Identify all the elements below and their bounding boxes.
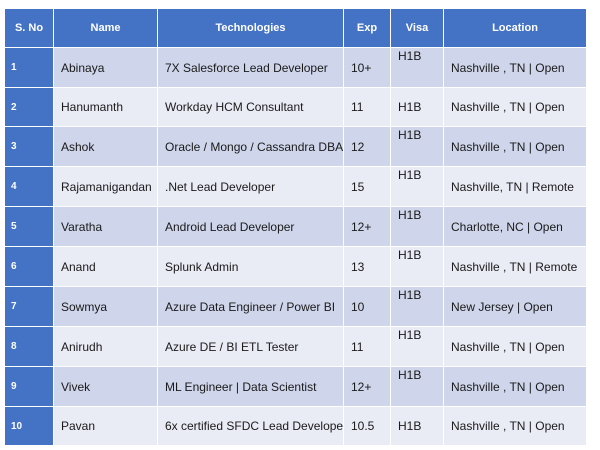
- cell-technologies: Android Lead Developer: [157, 206, 344, 247]
- cell-location: Nashville , TN | Open: [443, 326, 587, 367]
- candidates-table: S. No Name Technologies Exp Visa Locatio…: [4, 8, 587, 446]
- table-row: 5 Varatha Android Lead Developer 12+ H1B…: [4, 206, 587, 247]
- cell-location: Nashville , TN | Remote: [443, 246, 587, 287]
- header-technologies: Technologies: [157, 8, 344, 48]
- cell-sno: 5: [4, 206, 54, 247]
- cell-location: Nashville , TN | Open: [443, 126, 587, 167]
- cell-technologies: Oracle / Mongo / Cassandra DBA: [157, 126, 344, 167]
- cell-exp: 13: [343, 246, 391, 287]
- table-row: 9 Vivek ML Engineer | Data Scientist 12+…: [4, 366, 587, 407]
- table-row: 7 Sowmya Azure Data Engineer / Power BI …: [4, 286, 587, 327]
- cell-name: Hanumanth: [53, 87, 158, 127]
- header-name: Name: [53, 8, 158, 48]
- cell-technologies: Azure DE / BI ETL Tester: [157, 326, 344, 367]
- cell-sno: 6: [4, 246, 54, 287]
- cell-name: Rajamanigandan: [53, 166, 158, 207]
- cell-technologies: ML Engineer | Data Scientist: [157, 366, 344, 407]
- cell-location: Nashville , TN | Open: [443, 47, 587, 88]
- header-visa: Visa: [390, 8, 444, 48]
- cell-technologies: Splunk Admin: [157, 246, 344, 287]
- candidates-table-wrapper: S. No Name Technologies Exp Visa Locatio…: [4, 8, 587, 446]
- cell-exp: 11: [343, 87, 391, 127]
- cell-name: Pavan: [53, 406, 158, 446]
- cell-exp: 12: [343, 126, 391, 167]
- cell-name: Anirudh: [53, 326, 158, 367]
- cell-technologies: 7X Salesforce Lead Developer: [157, 47, 344, 88]
- header-location: Location: [443, 8, 587, 48]
- cell-exp: 15: [343, 166, 391, 207]
- table-row: 4 Rajamanigandan .Net Lead Developer 15 …: [4, 166, 587, 207]
- cell-visa: H1B: [390, 366, 444, 407]
- cell-sno: 3: [4, 126, 54, 167]
- cell-visa: H1B: [390, 47, 444, 88]
- cell-sno: 2: [4, 87, 54, 127]
- cell-exp: 10: [343, 286, 391, 327]
- cell-location: Nashville , TN | Open: [443, 366, 587, 407]
- cell-exp: 10+: [343, 47, 391, 88]
- table-row: 2 Hanumanth Workday HCM Consultant 11 H1…: [4, 87, 587, 127]
- cell-exp: 12+: [343, 206, 391, 247]
- cell-visa: H1B: [390, 87, 444, 127]
- cell-visa: H1B: [390, 126, 444, 167]
- cell-location: Charlotte, NC | Open: [443, 206, 587, 247]
- cell-visa: H1B: [390, 166, 444, 207]
- cell-location: New Jersey | Open: [443, 286, 587, 327]
- cell-technologies: .Net Lead Developer: [157, 166, 344, 207]
- cell-name: Anand: [53, 246, 158, 287]
- cell-visa: H1B: [390, 206, 444, 247]
- table-row: 3 Ashok Oracle / Mongo / Cassandra DBA 1…: [4, 126, 587, 167]
- cell-sno: 1: [4, 47, 54, 88]
- cell-technologies: Azure Data Engineer / Power BI: [157, 286, 344, 327]
- table-row: 8 Anirudh Azure DE / BI ETL Tester 11 H1…: [4, 326, 587, 367]
- cell-location: Nashville, TN | Remote: [443, 166, 587, 207]
- cell-sno: 8: [4, 326, 54, 367]
- cell-exp: 12+: [343, 366, 391, 407]
- cell-location: Nashville , TN | Open: [443, 406, 587, 446]
- cell-location: Nashville , TN | Open: [443, 87, 587, 127]
- table-row: 6 Anand Splunk Admin 13 H1B Nashville , …: [4, 246, 587, 287]
- cell-sno: 4: [4, 166, 54, 207]
- cell-name: Sowmya: [53, 286, 158, 327]
- cell-technologies: Workday HCM Consultant: [157, 87, 344, 127]
- cell-sno: 9: [4, 366, 54, 407]
- cell-name: Abinaya: [53, 47, 158, 88]
- cell-name: Varatha: [53, 206, 158, 247]
- cell-name: Ashok: [53, 126, 158, 167]
- table-row: 1 Abinaya 7X Salesforce Lead Developer 1…: [4, 47, 587, 88]
- table-body: 1 Abinaya 7X Salesforce Lead Developer 1…: [4, 47, 587, 446]
- cell-name: Vivek: [53, 366, 158, 407]
- cell-exp: 11: [343, 326, 391, 367]
- table-row: 10 Pavan 6x certified SFDC Lead Develope…: [4, 406, 587, 446]
- header-row: S. No Name Technologies Exp Visa Locatio…: [4, 8, 587, 48]
- header-exp: Exp: [343, 8, 391, 48]
- cell-technologies: 6x certified SFDC Lead Developer: [157, 406, 344, 446]
- cell-exp: 10.5: [343, 406, 391, 446]
- cell-visa: H1B: [390, 246, 444, 287]
- cell-sno: 7: [4, 286, 54, 327]
- cell-visa: H1B: [390, 326, 444, 367]
- cell-sno: 10: [4, 406, 54, 446]
- cell-visa: H1B: [390, 286, 444, 327]
- cell-visa: H1B: [390, 406, 444, 446]
- header-sno: S. No: [4, 8, 54, 48]
- table-header: S. No Name Technologies Exp Visa Locatio…: [4, 8, 587, 48]
